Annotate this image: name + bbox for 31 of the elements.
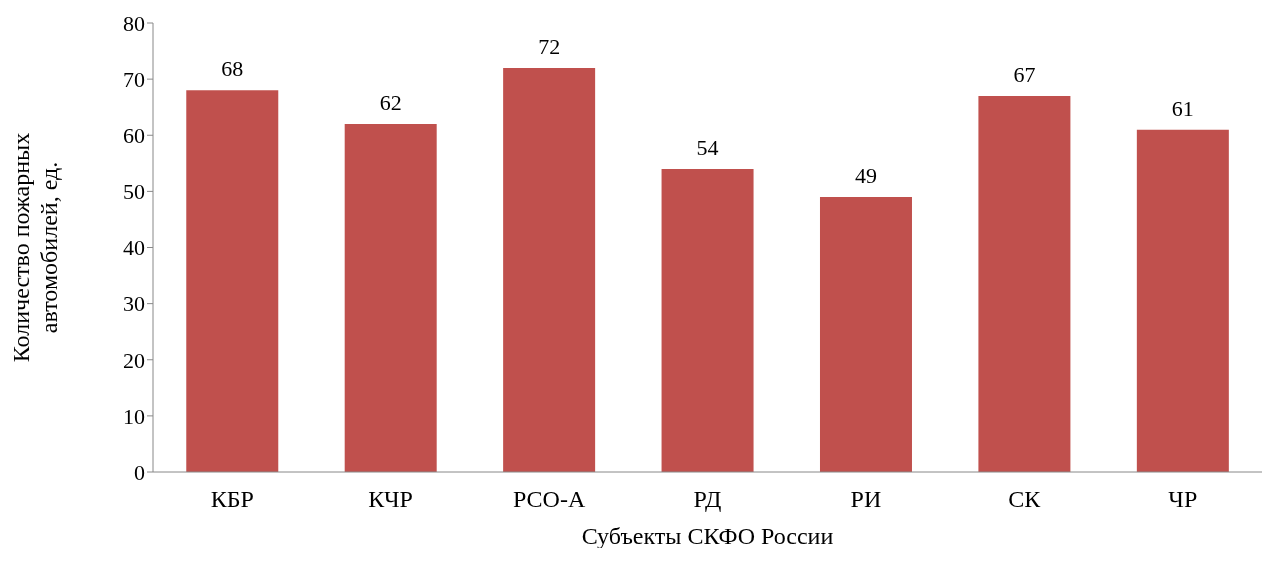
x-tick-label: КЧР [368, 486, 413, 513]
data-label: 68 [221, 56, 244, 82]
bar [661, 168, 754, 472]
bar [503, 67, 596, 472]
data-label: 54 [696, 134, 719, 160]
x-tick-label: РСО-А [512, 486, 586, 513]
bar [819, 196, 912, 472]
bar [1136, 129, 1229, 472]
data-label: 67 [1013, 61, 1036, 87]
y-axis-title: Количество пожарных автомобилей, ед. [8, 132, 62, 363]
y-tick-label: 60 [123, 123, 145, 149]
x-tick-label: РИ [850, 486, 882, 513]
x-tick-label: СК [1008, 486, 1042, 513]
bar [186, 90, 279, 472]
x-tick-label: РД [693, 486, 722, 513]
y-tick-label: 0 [134, 459, 145, 485]
data-label: 62 [379, 90, 402, 116]
data-label: 49 [854, 162, 877, 188]
bar [978, 95, 1071, 472]
x-tick-label: ЧР [1168, 486, 1198, 513]
y-tick-label: 30 [123, 291, 145, 317]
data-label: 72 [538, 33, 561, 59]
y-tick-label: 20 [123, 347, 145, 373]
data-label: 61 [1171, 95, 1194, 121]
bar [344, 124, 437, 472]
y-tick-label: 40 [123, 235, 145, 261]
y-tick-label: 70 [123, 66, 145, 92]
y-tick-label: 50 [123, 179, 145, 205]
y-tick-label: 10 [123, 403, 145, 429]
x-tick-label: КБР [210, 486, 254, 513]
y-tick-label: 80 [123, 10, 145, 36]
